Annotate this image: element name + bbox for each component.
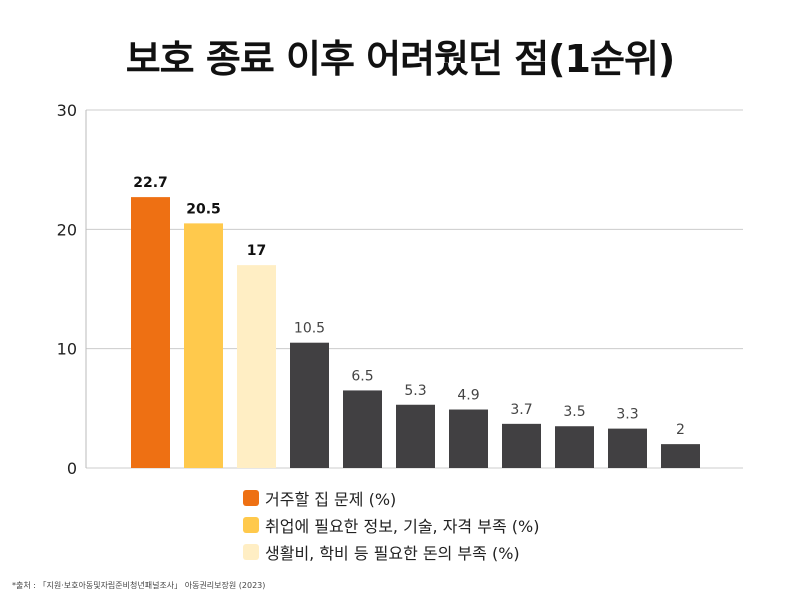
data-label: 5.3 xyxy=(404,383,426,399)
data-label: 22.7 xyxy=(133,175,168,191)
bar xyxy=(449,409,488,468)
data-label: 3.5 xyxy=(563,404,585,420)
data-label: 4.9 xyxy=(457,388,479,404)
bar xyxy=(555,426,594,468)
legend-swatch xyxy=(243,543,259,560)
bar xyxy=(184,223,223,468)
legend-swatch xyxy=(243,489,259,506)
y-tick-label: 30 xyxy=(57,101,77,120)
chart-title: 보호 종료 이후 어려웠던 점(1순위) xyxy=(125,37,676,81)
legend-item: 거주할 집 문제 (%) xyxy=(243,484,539,511)
bar xyxy=(502,423,541,468)
bar xyxy=(661,444,700,468)
legend-item: 생활비, 학비 등 필요한 돈의 부족 (%) xyxy=(243,538,539,565)
data-label: 2 xyxy=(676,422,685,438)
data-labels: 22.7 20.5 17 10.5 6.5 5.3 4.9 3.7 3.5 3.3 2 xyxy=(133,175,685,438)
legend-swatch xyxy=(243,516,259,533)
y-axis: 0 10 20 30 xyxy=(57,101,87,478)
bar xyxy=(290,342,329,468)
legend-label: 취업에 필요한 정보, 기술, 자격 부족 (%) xyxy=(265,516,540,536)
bar xyxy=(608,428,647,468)
data-label: 6.5 xyxy=(351,368,373,384)
legend-label: 거주할 집 문제 (%) xyxy=(265,489,397,509)
data-label: 3.3 xyxy=(616,407,638,423)
data-label: 3.7 xyxy=(510,402,532,418)
y-tick-label: 20 xyxy=(57,220,77,239)
legend-item: 취업에 필요한 정보, 기술, 자격 부족 (%) xyxy=(243,511,539,538)
data-label: 17 xyxy=(247,243,266,259)
y-tick-label: 0 xyxy=(67,459,77,478)
source-note: *출처 : 「지원·보호아동및자립준비청년패널조사」 아동권리보장원 (2023… xyxy=(12,581,266,590)
bar xyxy=(237,265,276,468)
bar xyxy=(131,197,170,468)
legend: 거주할 집 문제 (%) 취업에 필요한 정보, 기술, 자격 부족 (%) 생… xyxy=(243,484,539,565)
bar xyxy=(343,390,382,468)
data-label: 10.5 xyxy=(294,321,325,337)
bar xyxy=(396,404,435,468)
data-label: 20.5 xyxy=(186,201,221,217)
bars xyxy=(131,197,700,468)
legend-label: 생활비, 학비 등 필요한 돈의 부족 (%) xyxy=(265,543,520,563)
y-tick-label: 10 xyxy=(57,340,77,359)
